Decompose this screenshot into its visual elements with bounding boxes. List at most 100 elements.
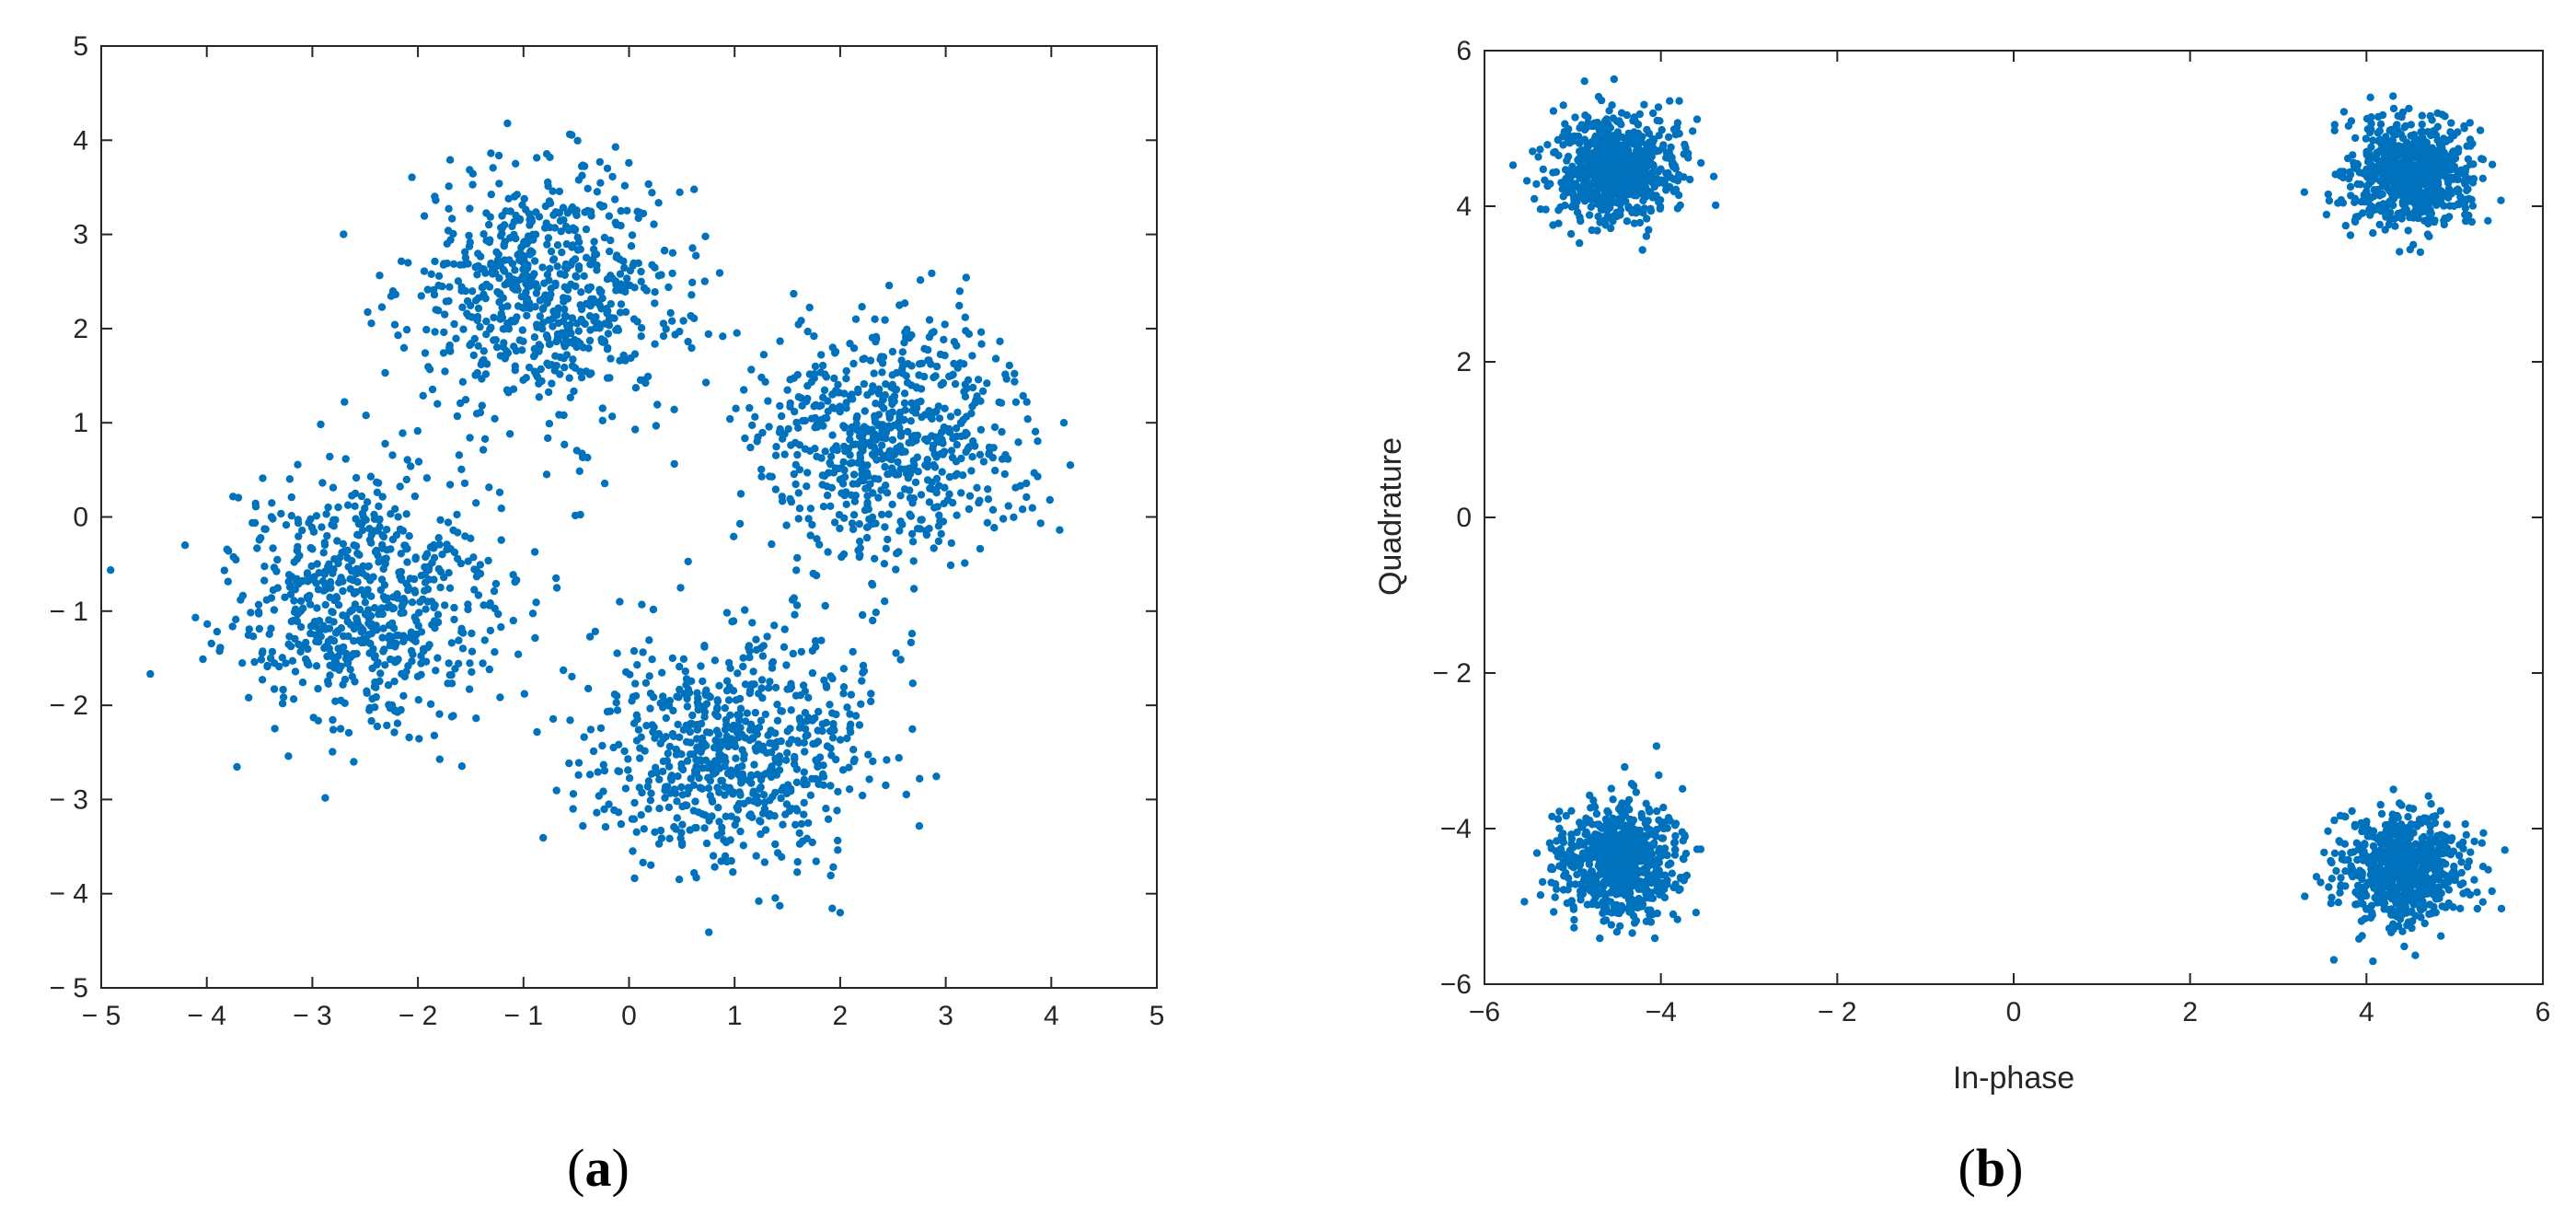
scatter-point bbox=[840, 514, 849, 522]
scatter-point bbox=[1652, 832, 1660, 841]
scatter-point bbox=[329, 748, 337, 756]
scatter-point bbox=[967, 409, 976, 418]
scatter-point bbox=[555, 411, 563, 419]
scatter-point bbox=[739, 662, 747, 671]
scatter-point bbox=[686, 727, 694, 737]
scatter-point bbox=[907, 433, 917, 441]
scatter-point bbox=[491, 336, 500, 344]
scatter-point bbox=[826, 452, 836, 460]
scatter-point bbox=[310, 573, 318, 581]
scatter-point bbox=[904, 427, 912, 436]
scatter-point bbox=[1646, 918, 1656, 926]
scatter-point bbox=[846, 435, 854, 444]
scatter-point bbox=[560, 294, 568, 302]
scatter-point bbox=[520, 690, 528, 698]
scatter-point bbox=[684, 685, 693, 693]
scatter-point bbox=[945, 428, 954, 436]
scatter-point bbox=[2456, 193, 2465, 202]
scatter-point bbox=[410, 588, 420, 597]
scatter-point bbox=[973, 483, 981, 492]
scatter-point bbox=[826, 460, 835, 469]
scatter-point bbox=[2425, 210, 2433, 218]
scatter-point bbox=[700, 277, 709, 285]
scatter-point bbox=[998, 427, 1006, 436]
scatter-point bbox=[542, 150, 551, 158]
scatter-point bbox=[808, 520, 816, 529]
scatter-point bbox=[505, 319, 514, 328]
scatter-point bbox=[518, 326, 526, 334]
scatter-point bbox=[876, 355, 884, 364]
scatter-point bbox=[668, 249, 677, 257]
scatter-point bbox=[730, 532, 738, 540]
scatter-point bbox=[1623, 167, 1633, 175]
scatter-point bbox=[304, 595, 313, 603]
scatter-point bbox=[845, 763, 853, 772]
scatter-point bbox=[180, 541, 190, 550]
scatter-point bbox=[2466, 142, 2475, 150]
scatter-point bbox=[797, 647, 805, 656]
scatter-point bbox=[1011, 398, 1021, 406]
scatter-point bbox=[422, 605, 430, 613]
scatter-point bbox=[298, 679, 307, 687]
scatter-point bbox=[433, 654, 442, 662]
scatter-point bbox=[492, 343, 502, 352]
scatter-point bbox=[546, 264, 554, 273]
scatter-point bbox=[948, 371, 956, 379]
scatter-point bbox=[877, 510, 886, 519]
scatter-point bbox=[2454, 200, 2463, 208]
scatter-point bbox=[583, 184, 592, 192]
scatter-point bbox=[849, 746, 858, 754]
scatter-point bbox=[857, 444, 866, 453]
scatter-point bbox=[290, 597, 298, 605]
scatter-point bbox=[458, 644, 468, 653]
scatter-point bbox=[229, 552, 237, 562]
scatter-point bbox=[386, 621, 394, 630]
scatter-point bbox=[497, 622, 505, 632]
scatter-point bbox=[627, 242, 636, 250]
scatter-point bbox=[741, 606, 749, 614]
scatter-point bbox=[2442, 151, 2450, 159]
scatter-point bbox=[732, 754, 740, 762]
x-tick-label: − 5 bbox=[82, 1001, 121, 1031]
scatter-point bbox=[306, 622, 316, 631]
scatter-point bbox=[846, 451, 854, 459]
scatter-point bbox=[726, 414, 734, 424]
scatter-point bbox=[783, 685, 791, 693]
scatter-point bbox=[819, 781, 828, 789]
scatter-point bbox=[756, 817, 764, 825]
scatter-point bbox=[808, 838, 816, 847]
scatter-point bbox=[503, 349, 513, 357]
scatter-point bbox=[786, 399, 794, 408]
scatter-point bbox=[490, 586, 499, 596]
scatter-point bbox=[1557, 179, 1565, 187]
scatter-point bbox=[273, 555, 282, 564]
scatter-point bbox=[882, 482, 890, 490]
scatter-point bbox=[630, 719, 639, 727]
scatter-point bbox=[539, 319, 548, 327]
scatter-point bbox=[1036, 519, 1045, 528]
scatter-point bbox=[367, 592, 375, 600]
scatter-point bbox=[1709, 172, 1718, 180]
scatter-point bbox=[535, 213, 544, 221]
scatter-point bbox=[755, 724, 764, 732]
scatter-point bbox=[773, 701, 781, 709]
scatter-point bbox=[1019, 391, 1027, 400]
scatter-point bbox=[1640, 100, 1648, 109]
scatter-point bbox=[453, 510, 461, 519]
scatter-point bbox=[568, 314, 576, 322]
scatter-point bbox=[763, 632, 771, 641]
scatter-point bbox=[326, 671, 334, 679]
scatter-point bbox=[1659, 141, 1668, 149]
scatter-point bbox=[519, 254, 528, 262]
scatter-point bbox=[1587, 150, 1595, 158]
scatter-point bbox=[839, 683, 849, 691]
scatter-point bbox=[191, 613, 200, 621]
scatter-point bbox=[616, 598, 624, 606]
scatter-point bbox=[2427, 128, 2435, 137]
scatter-point bbox=[224, 577, 232, 586]
scatter-point bbox=[319, 586, 328, 595]
scatter-point bbox=[1654, 168, 1663, 176]
scatter-point bbox=[1596, 841, 1604, 850]
scatter-point bbox=[732, 404, 740, 412]
scatter-point bbox=[1630, 113, 1638, 122]
